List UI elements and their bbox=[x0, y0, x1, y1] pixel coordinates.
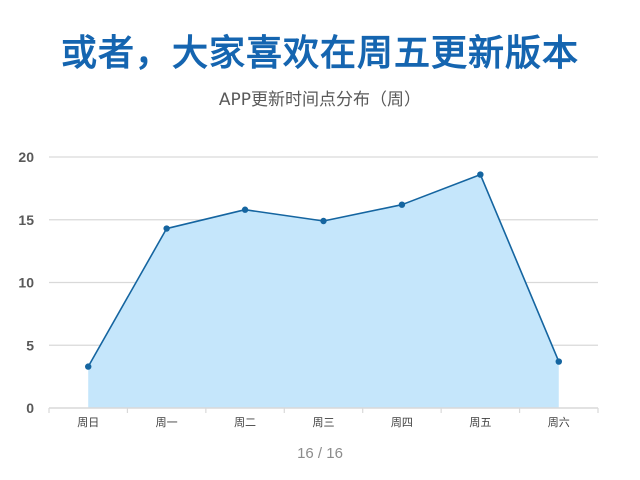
y-tick-label: 20 bbox=[18, 149, 34, 165]
data-point-周二 bbox=[241, 206, 249, 213]
y-axis-tick-labels: 0 5 10 15 20 bbox=[18, 149, 34, 416]
data-point-周五 bbox=[477, 171, 484, 178]
x-tick-label: 周一 bbox=[156, 416, 178, 429]
data-point-周三 bbox=[320, 217, 327, 225]
page-title: 或者，大家喜欢在周五更新版本 bbox=[60, 33, 579, 74]
x-tick-label: 周日 bbox=[77, 416, 99, 429]
data-point-周六 bbox=[555, 358, 562, 365]
x-tick-label: 周六 bbox=[548, 416, 570, 429]
y-tick-label: 10 bbox=[18, 275, 34, 291]
page-number: 16 / 16 bbox=[297, 445, 343, 462]
chart-subtitle: APP更新时间点分布（周） bbox=[218, 90, 422, 110]
x-tick-label: 周三 bbox=[313, 416, 335, 429]
x-axis bbox=[48, 407, 599, 413]
y-tick-label: 0 bbox=[26, 400, 34, 416]
x-axis-tick-labels: 周日 周一 周二 周三 周四 周五 周六 bbox=[77, 416, 570, 429]
y-tick-label: 15 bbox=[18, 212, 34, 228]
x-tick-label: 周二 bbox=[234, 416, 256, 429]
x-tick-label: 周五 bbox=[469, 416, 491, 429]
y-tick-label: 5 bbox=[26, 337, 34, 353]
data-point-周日 bbox=[85, 363, 92, 370]
x-tick-label: 周四 bbox=[391, 416, 413, 429]
data-point-周一 bbox=[163, 225, 170, 232]
data-points bbox=[85, 171, 562, 370]
series-area bbox=[88, 174, 559, 408]
data-point-周四 bbox=[398, 201, 406, 208]
area-fill-group bbox=[88, 174, 559, 408]
